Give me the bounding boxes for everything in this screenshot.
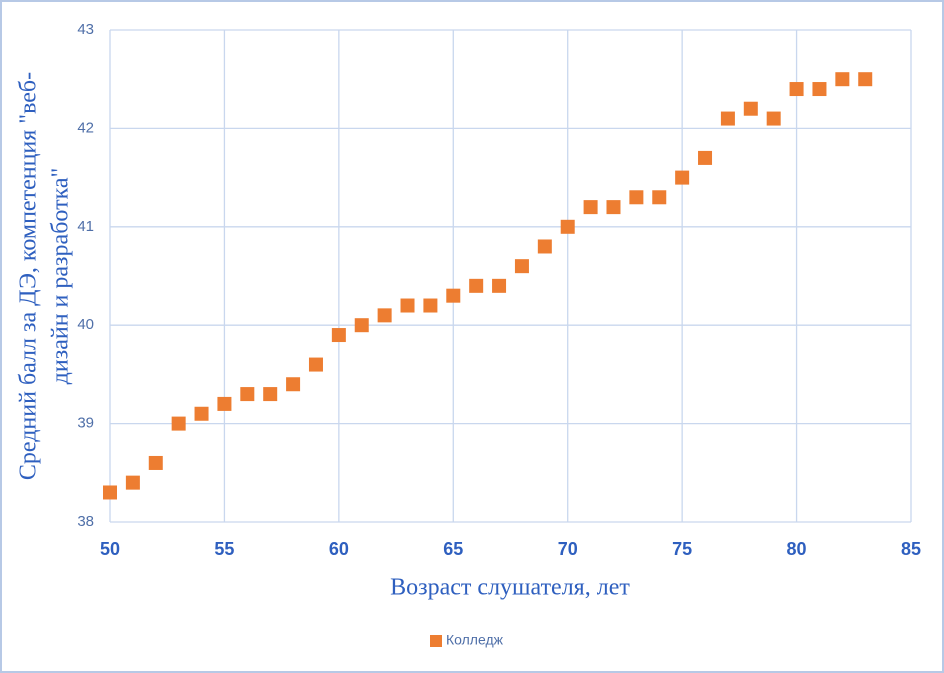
x-tick-label: 85	[901, 539, 921, 559]
y-tick-label: 38	[77, 513, 94, 530]
x-tick-label: 70	[558, 539, 578, 559]
point	[560, 219, 575, 234]
x-tick-label: 65	[443, 539, 463, 559]
point	[629, 190, 644, 205]
point	[125, 475, 140, 490]
x-tick-label: 55	[214, 539, 234, 559]
point	[766, 111, 781, 126]
point	[148, 455, 163, 470]
point	[537, 239, 552, 254]
point	[835, 72, 850, 87]
y-axis-title-line: Средний балл за ДЭ, компетенция "веб-	[16, 72, 42, 480]
x-axis-title: Возраст слушателя, лет	[390, 575, 630, 601]
point	[789, 82, 804, 97]
point	[812, 82, 827, 97]
y-tick-label: 40	[77, 316, 94, 333]
point	[423, 298, 438, 313]
y-axis-title-line: дизайн и разработка"	[48, 168, 74, 385]
point	[194, 406, 209, 421]
x-tick-label: 50	[100, 539, 120, 559]
x-tick-label: 80	[787, 539, 807, 559]
y-tick-label: 43	[77, 21, 94, 38]
point	[103, 485, 117, 500]
point	[514, 259, 529, 274]
point	[286, 377, 301, 392]
point	[698, 150, 713, 165]
point	[652, 190, 667, 205]
point	[400, 298, 415, 313]
point	[377, 308, 392, 323]
point	[217, 396, 232, 411]
point	[446, 288, 461, 303]
y-tick-label: 42	[77, 119, 94, 136]
y-axis-title: Средний балл за ДЭ, компетенция "веб- ди…	[16, 72, 74, 480]
legend-swatch	[430, 635, 442, 647]
legend-label: Колледж	[446, 632, 504, 648]
point	[469, 278, 484, 293]
x-tick-label: 75	[672, 539, 692, 559]
x-tick-label: 60	[329, 539, 349, 559]
point	[858, 72, 873, 87]
y-tick-label: 41	[77, 218, 94, 235]
point	[606, 200, 621, 215]
point	[308, 357, 323, 372]
point	[240, 387, 255, 402]
point	[743, 101, 758, 116]
point	[583, 200, 598, 215]
point	[492, 278, 507, 293]
y-tick-label: 39	[77, 415, 94, 432]
point	[720, 111, 735, 126]
point	[171, 416, 186, 431]
point	[354, 318, 369, 333]
point	[675, 170, 690, 185]
point	[331, 328, 346, 343]
point	[263, 387, 278, 402]
